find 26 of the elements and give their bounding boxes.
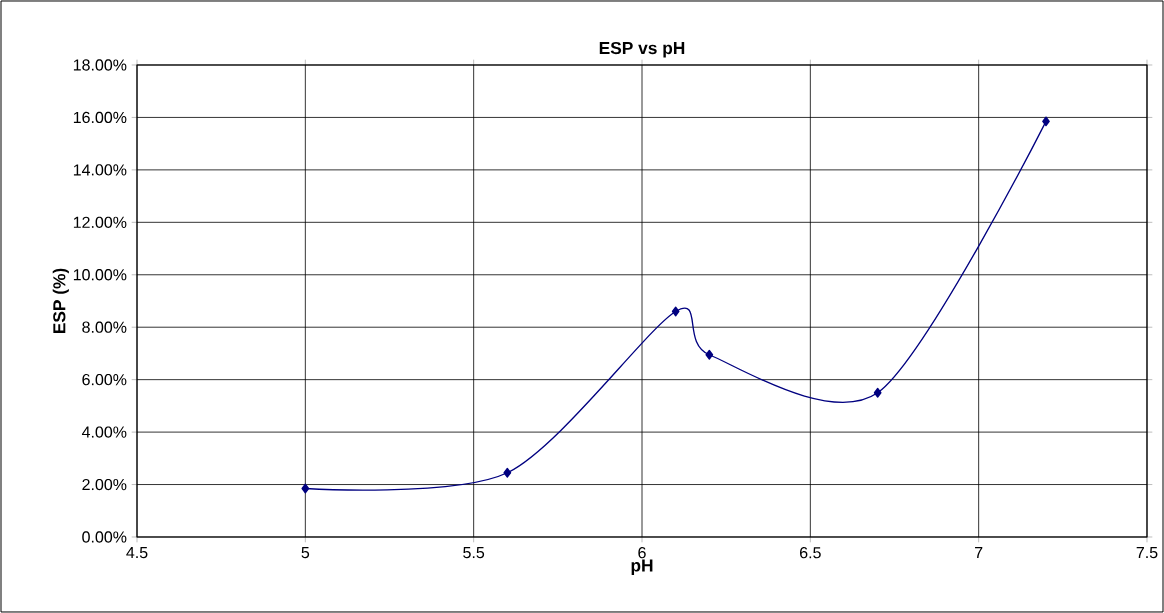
y-tick-label: 18.00%	[73, 59, 127, 71]
y-tick-label: 14.00%	[73, 164, 127, 176]
x-tick-label: 4.5	[126, 547, 148, 559]
x-tick-label: 6.5	[800, 547, 821, 559]
y-tick-label: 10.00%	[73, 269, 127, 281]
point	[671, 306, 680, 317]
x-tick-label: 5	[301, 547, 310, 559]
point	[1042, 116, 1050, 127]
x-tick-label: 7	[975, 547, 983, 559]
y-tick-label: 6.00%	[82, 374, 127, 386]
y-tick-label: 16.00%	[73, 111, 127, 124]
y-tick-label: 2.00%	[82, 478, 127, 491]
point	[705, 349, 714, 360]
y-tick-label: 4.00%	[81, 426, 127, 438]
point	[873, 387, 882, 398]
point	[503, 467, 512, 478]
x-axis-title: pH	[631, 559, 653, 576]
x-tick-label: 5.5	[463, 547, 485, 559]
y-tick-label: 12.00%	[73, 216, 127, 228]
point	[301, 483, 310, 494]
x-tick-label: 6	[638, 547, 646, 559]
y-tick-label: 0.00%	[82, 531, 127, 543]
y-tick-label: 8.00%	[82, 321, 127, 333]
x-tick-label: 7.5	[1136, 547, 1158, 559]
chart-title: ESP vs pH	[599, 41, 685, 58]
y-axis-title: ESP (%)	[52, 268, 69, 334]
